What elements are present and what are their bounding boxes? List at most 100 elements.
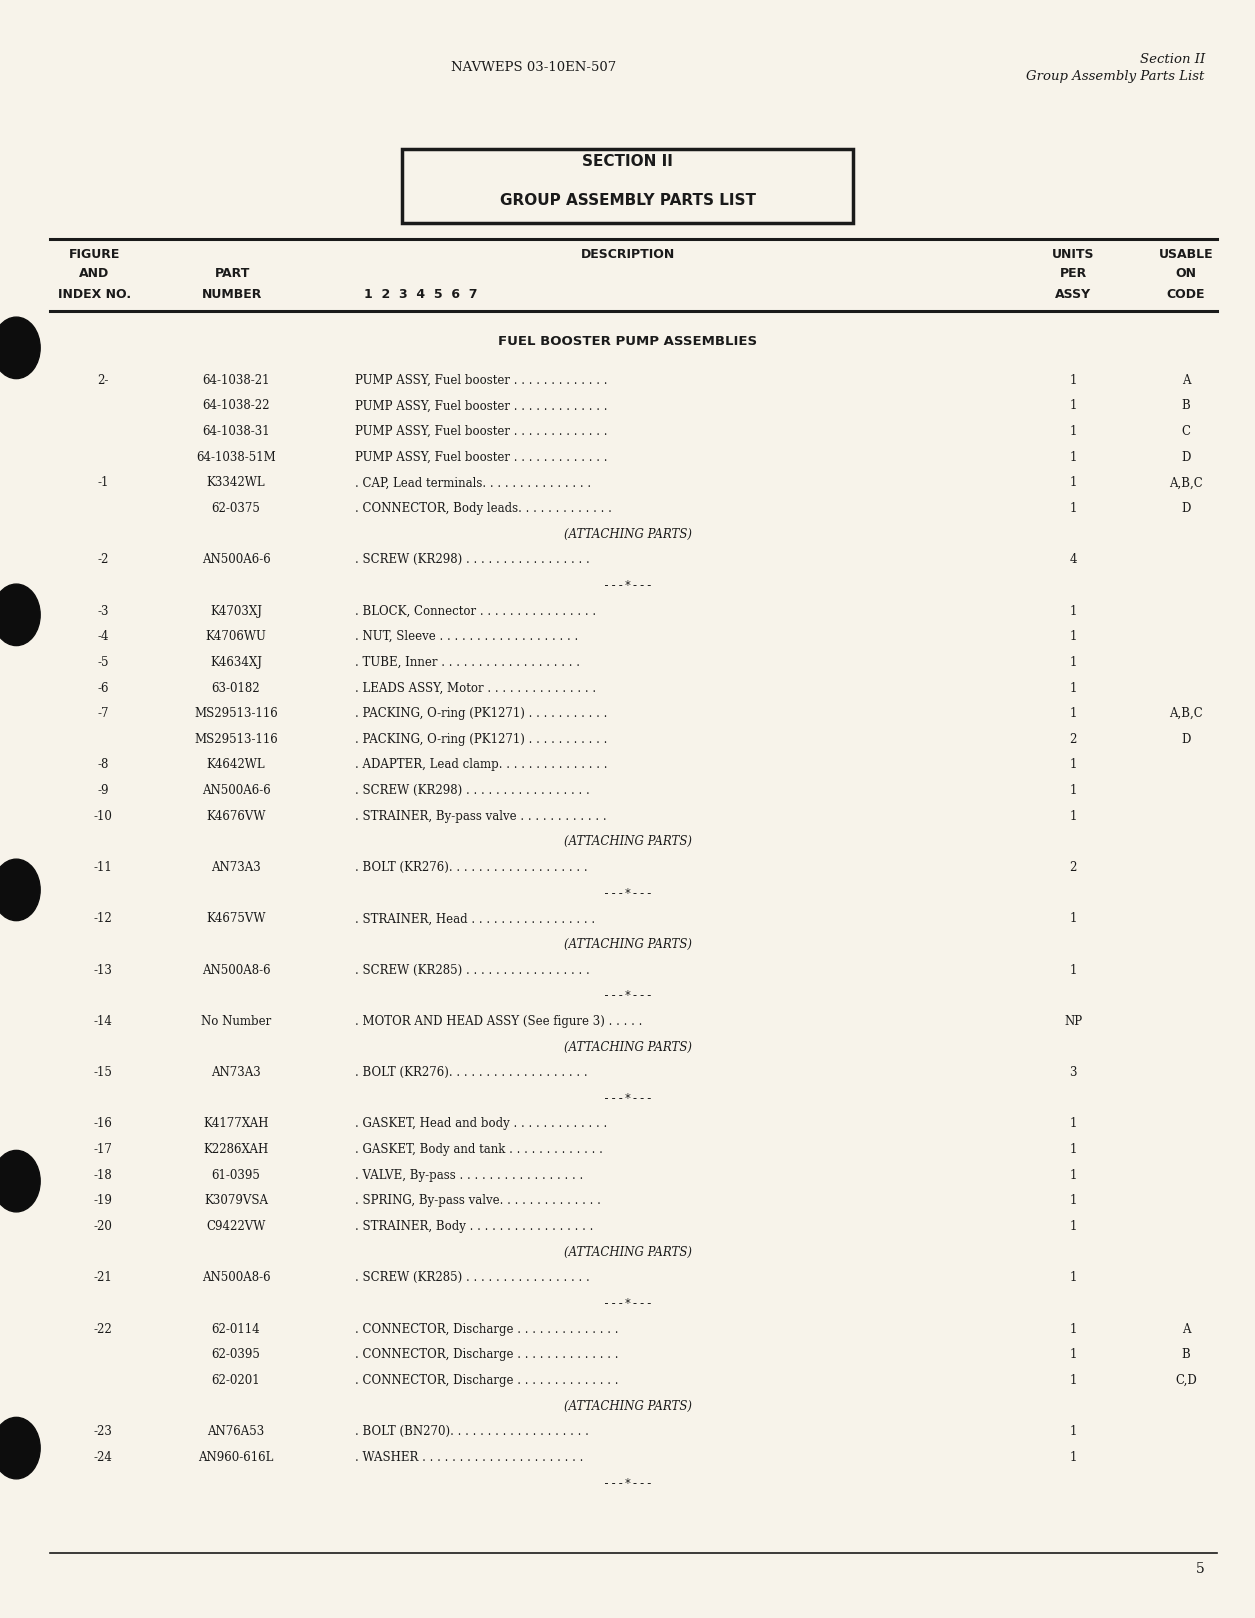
Text: -22: -22 [94,1322,112,1335]
Text: C,D: C,D [1175,1374,1197,1387]
Text: AN76A53: AN76A53 [207,1425,265,1438]
FancyBboxPatch shape [402,149,853,223]
Text: 64-1038-51M: 64-1038-51M [196,451,276,464]
Text: D: D [1181,451,1191,464]
Text: -3: -3 [97,605,109,618]
Text: 1: 1 [1069,1425,1077,1438]
Text: . SCREW (KR298) . . . . . . . . . . . . . . . . .: . SCREW (KR298) . . . . . . . . . . . . … [355,785,590,798]
Text: 1: 1 [1069,1272,1077,1285]
Text: -20: -20 [93,1220,113,1233]
Text: . SPRING, By-pass valve. . . . . . . . . . . . . .: . SPRING, By-pass valve. . . . . . . . .… [355,1194,601,1207]
Text: . CAP, Lead terminals. . . . . . . . . . . . . . .: . CAP, Lead terminals. . . . . . . . . .… [355,476,591,489]
Text: 64-1038-21: 64-1038-21 [202,374,270,387]
Text: ---*---: ---*--- [602,887,653,900]
Text: 62-0201: 62-0201 [212,1374,260,1387]
Text: AN500A8-6: AN500A8-6 [202,964,270,977]
Text: ---*---: ---*--- [602,1092,653,1105]
Text: . TUBE, Inner . . . . . . . . . . . . . . . . . . .: . TUBE, Inner . . . . . . . . . . . . . … [355,655,580,668]
Text: Group Assembly Parts List: Group Assembly Parts List [1027,70,1205,83]
Text: . STRAINER, By-pass valve . . . . . . . . . . . .: . STRAINER, By-pass valve . . . . . . . … [355,809,606,822]
Text: (ATTACHING PARTS): (ATTACHING PARTS) [563,527,692,540]
Text: -2: -2 [97,553,109,566]
Text: -6: -6 [97,681,109,694]
Text: -12: -12 [94,913,112,925]
Circle shape [0,584,40,646]
Text: K4634XJ: K4634XJ [210,655,262,668]
Text: -9: -9 [97,785,109,798]
Text: A,B,C: A,B,C [1170,476,1202,489]
Text: 1: 1 [1069,707,1077,720]
Text: GROUP ASSEMBLY PARTS LIST: GROUP ASSEMBLY PARTS LIST [499,193,756,209]
Text: 61-0395: 61-0395 [212,1168,260,1181]
Text: A,B,C: A,B,C [1170,707,1202,720]
Text: . STRAINER, Head . . . . . . . . . . . . . . . . .: . STRAINER, Head . . . . . . . . . . . .… [355,913,595,925]
Text: . CONNECTOR, Discharge . . . . . . . . . . . . . .: . CONNECTOR, Discharge . . . . . . . . .… [355,1322,619,1335]
Text: 1: 1 [1069,1374,1077,1387]
Text: NAVWEPS 03-10EN-507: NAVWEPS 03-10EN-507 [451,61,616,74]
Text: 62-0114: 62-0114 [212,1322,260,1335]
Text: . CONNECTOR, Body leads. . . . . . . . . . . . .: . CONNECTOR, Body leads. . . . . . . . .… [355,502,612,515]
Text: . CONNECTOR, Discharge . . . . . . . . . . . . . .: . CONNECTOR, Discharge . . . . . . . . .… [355,1374,619,1387]
Text: B: B [1182,1348,1190,1361]
Text: 1: 1 [1069,964,1077,977]
Text: 62-0375: 62-0375 [212,502,260,515]
Text: (ATTACHING PARTS): (ATTACHING PARTS) [563,1400,692,1413]
Text: 1: 1 [1069,605,1077,618]
Text: D: D [1181,502,1191,515]
Text: 1: 1 [1069,374,1077,387]
Text: K4706WU: K4706WU [206,629,266,644]
Text: K4675VW: K4675VW [206,913,266,925]
Text: (ATTACHING PARTS): (ATTACHING PARTS) [563,1040,692,1053]
Text: K2286XAH: K2286XAH [203,1142,269,1157]
Text: -19: -19 [93,1194,113,1207]
Text: UNITS: UNITS [1052,248,1094,260]
Text: . BOLT (KR276). . . . . . . . . . . . . . . . . . .: . BOLT (KR276). . . . . . . . . . . . . … [355,1066,587,1079]
Text: 4: 4 [1069,553,1077,566]
Text: A: A [1182,374,1190,387]
Text: A: A [1182,1322,1190,1335]
Text: 1: 1 [1069,759,1077,772]
Text: 2: 2 [1069,733,1077,746]
Text: 1: 1 [1069,1194,1077,1207]
Text: 1: 1 [1069,426,1077,438]
Text: PUMP ASSY, Fuel booster . . . . . . . . . . . . .: PUMP ASSY, Fuel booster . . . . . . . . … [355,400,607,413]
Text: PUMP ASSY, Fuel booster . . . . . . . . . . . . .: PUMP ASSY, Fuel booster . . . . . . . . … [355,426,607,438]
Text: . ADAPTER, Lead clamp. . . . . . . . . . . . . . .: . ADAPTER, Lead clamp. . . . . . . . . .… [355,759,607,772]
Text: NUMBER: NUMBER [202,288,262,301]
Text: . GASKET, Head and body . . . . . . . . . . . . .: . GASKET, Head and body . . . . . . . . … [355,1118,607,1131]
Text: PER: PER [1059,267,1087,280]
Text: DESCRIPTION: DESCRIPTION [580,248,675,260]
Text: SECTION II: SECTION II [582,154,673,170]
Text: ---*---: ---*--- [602,1477,653,1490]
Text: . GASKET, Body and tank . . . . . . . . . . . . .: . GASKET, Body and tank . . . . . . . . … [355,1142,604,1157]
Text: 1: 1 [1069,809,1077,822]
Text: . SCREW (KR285) . . . . . . . . . . . . . . . . .: . SCREW (KR285) . . . . . . . . . . . . … [355,964,590,977]
Text: USABLE: USABLE [1158,248,1214,260]
Circle shape [0,859,40,921]
Text: 1: 1 [1069,451,1077,464]
Text: -21: -21 [94,1272,112,1285]
Text: 1: 1 [1069,1168,1077,1181]
Text: 2-: 2- [97,374,109,387]
Text: ASSY: ASSY [1055,288,1091,301]
Text: . PACKING, O-ring (PK1271) . . . . . . . . . . .: . PACKING, O-ring (PK1271) . . . . . . .… [355,707,607,720]
Text: CODE: CODE [1167,288,1205,301]
Text: 1: 1 [1069,655,1077,668]
Text: -4: -4 [97,629,109,644]
Text: ---*---: ---*--- [602,989,653,1002]
Text: No Number: No Number [201,1014,271,1027]
Text: -23: -23 [93,1425,113,1438]
Text: . VALVE, By-pass . . . . . . . . . . . . . . . . .: . VALVE, By-pass . . . . . . . . . . . .… [355,1168,584,1181]
Text: K4703XJ: K4703XJ [210,605,262,618]
Text: (ATTACHING PARTS): (ATTACHING PARTS) [563,835,692,848]
Text: -1: -1 [97,476,109,489]
Text: PUMP ASSY, Fuel booster . . . . . . . . . . . . .: PUMP ASSY, Fuel booster . . . . . . . . … [355,451,607,464]
Text: AN500A8-6: AN500A8-6 [202,1272,270,1285]
Text: MS29513-116: MS29513-116 [195,707,277,720]
Text: -14: -14 [93,1014,113,1027]
Text: 1: 1 [1069,785,1077,798]
Text: Section II: Section II [1140,53,1205,66]
Text: K4177XAH: K4177XAH [203,1118,269,1131]
Text: 1  2  3  4  5  6  7: 1 2 3 4 5 6 7 [364,288,477,301]
Text: . LEADS ASSY, Motor . . . . . . . . . . . . . . .: . LEADS ASSY, Motor . . . . . . . . . . … [355,681,596,694]
